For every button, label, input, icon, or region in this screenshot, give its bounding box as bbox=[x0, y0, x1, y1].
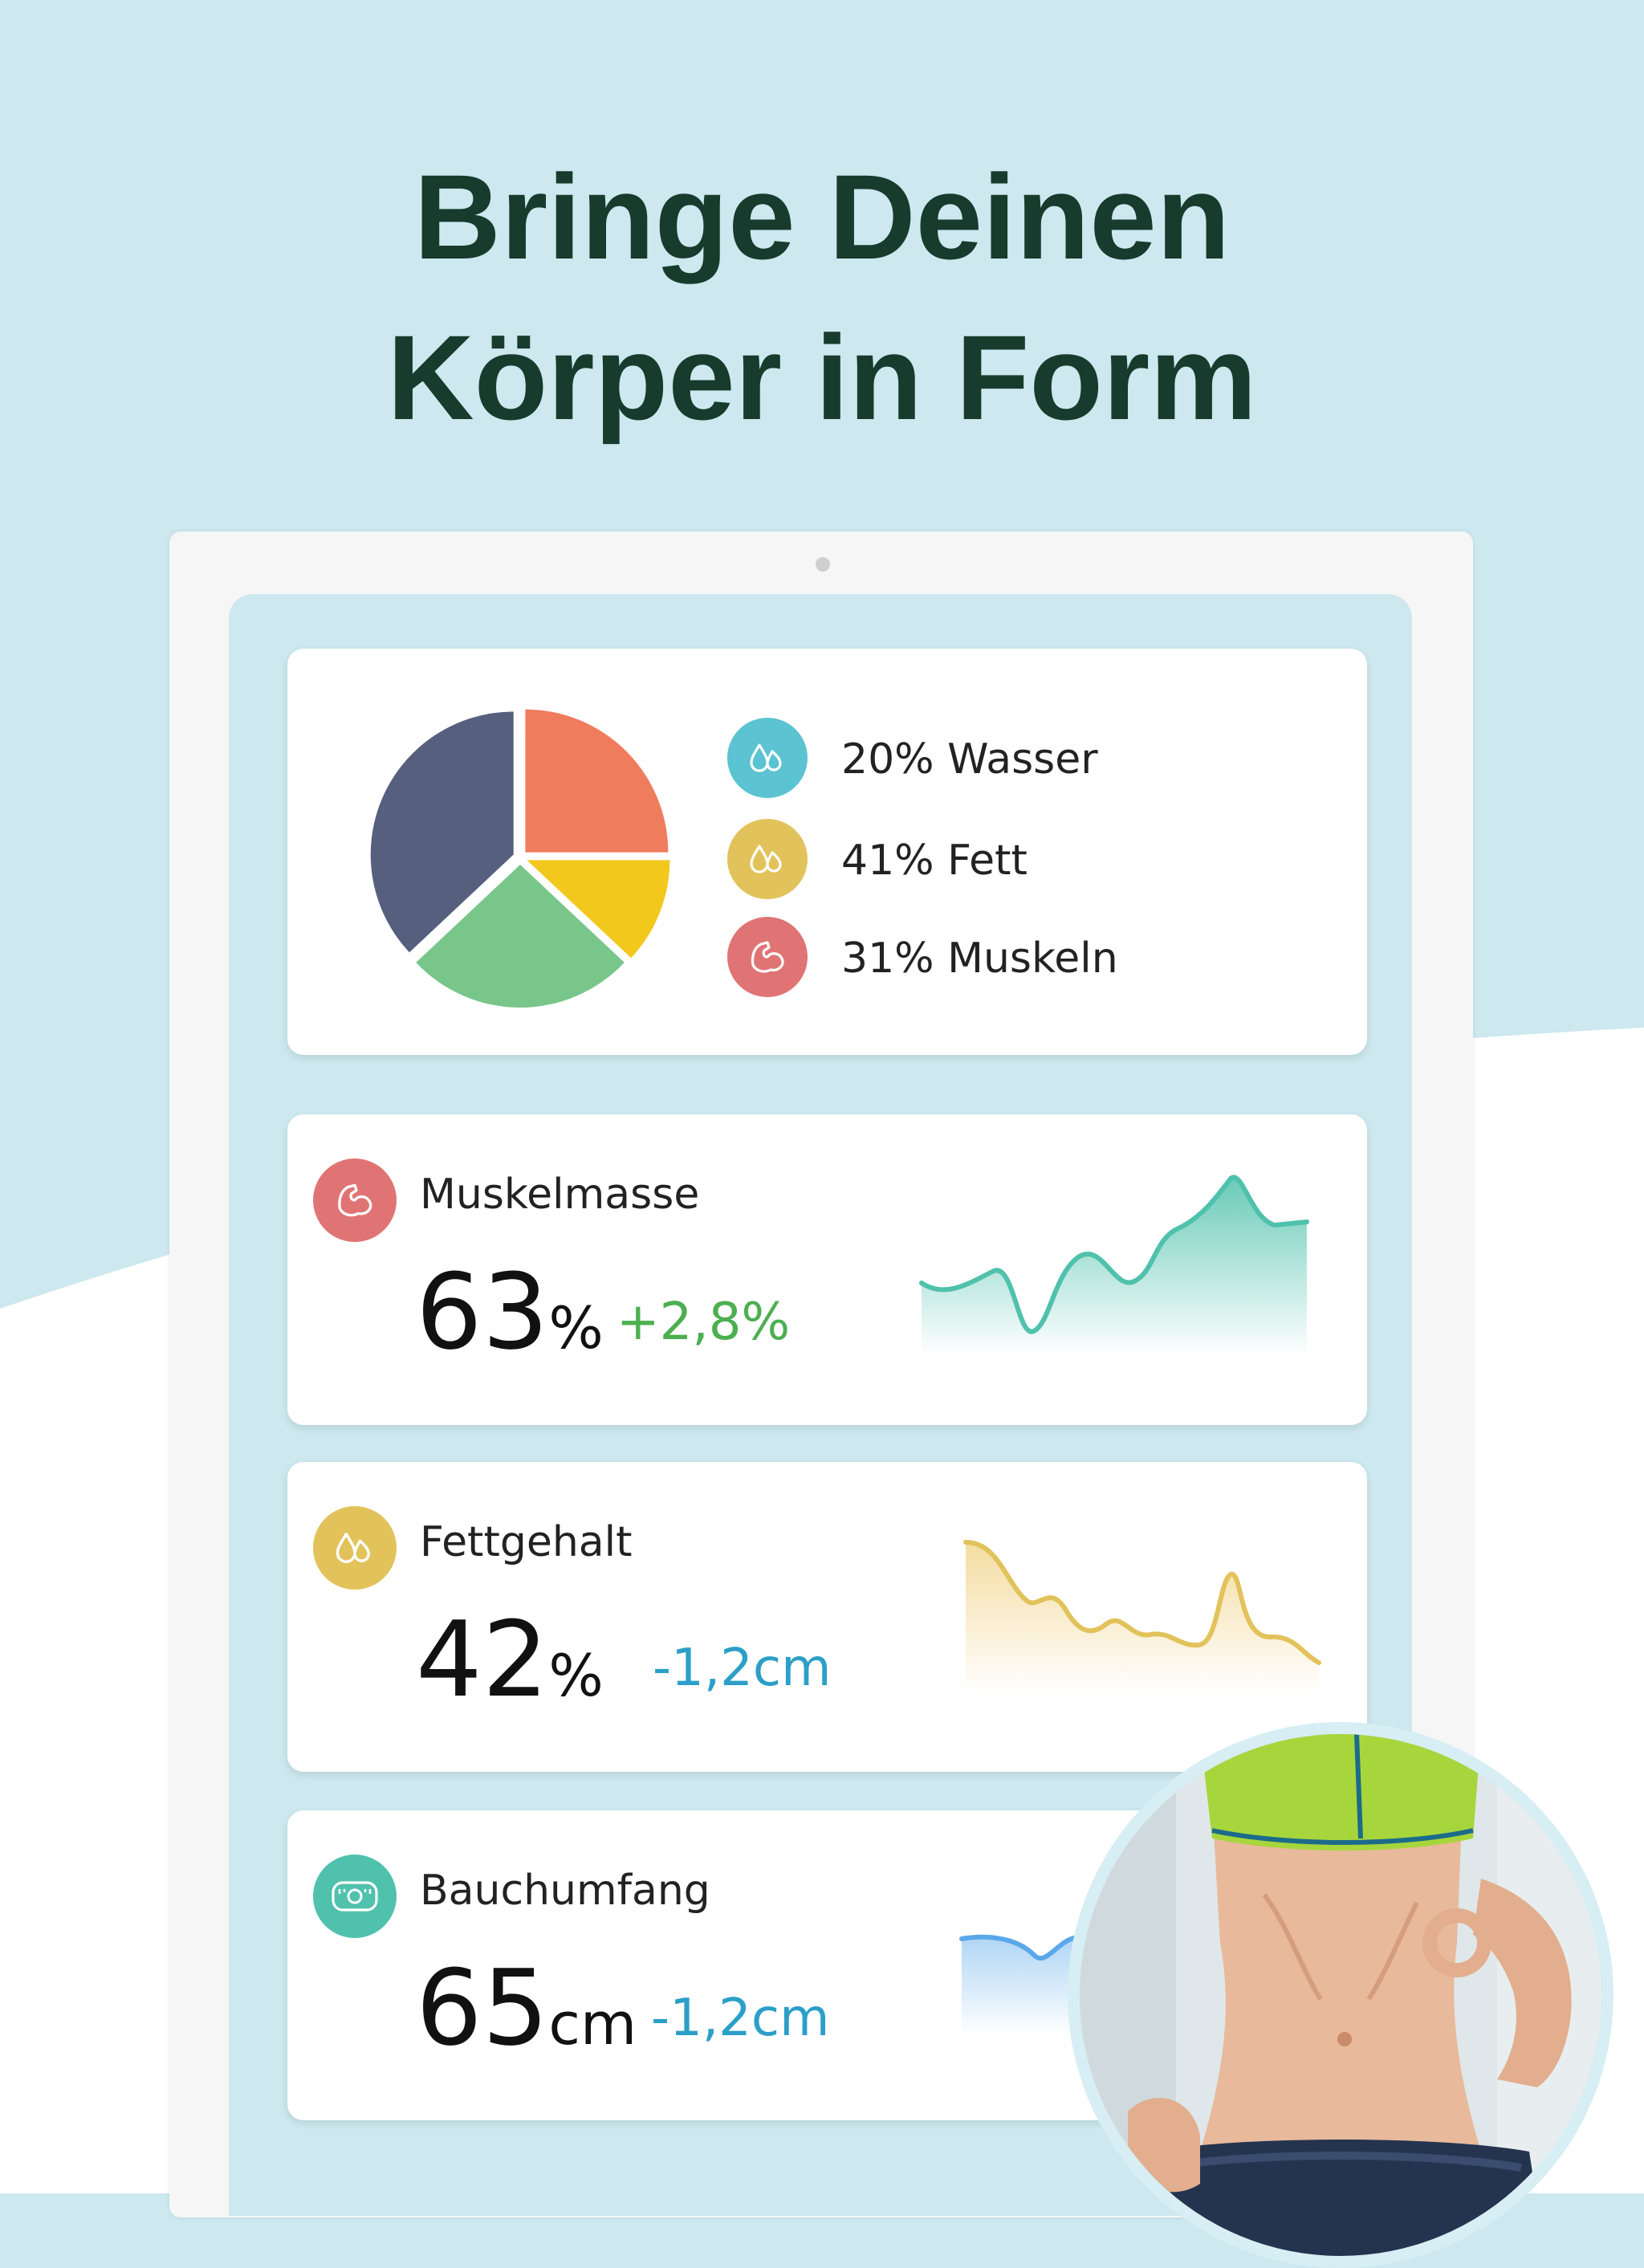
water-drop-icon bbox=[727, 718, 808, 798]
pie-slice-0 bbox=[525, 709, 669, 853]
composition-pie-chart bbox=[370, 709, 670, 1008]
metric-change: -1,2cm bbox=[651, 1989, 830, 2048]
pie-slice-1 bbox=[527, 860, 670, 959]
metric-number: 63 bbox=[416, 1251, 549, 1373]
measuring-tape-icon bbox=[313, 1855, 397, 1938]
metric-number: 42 bbox=[416, 1598, 549, 1720]
metric-unit: cm bbox=[548, 1990, 637, 2058]
metric-change: +2,8% bbox=[616, 1293, 791, 1352]
fat-content-sparkline bbox=[963, 1540, 1321, 1695]
headline-line-2: Körper in Form bbox=[387, 310, 1257, 445]
metric-value: 42% bbox=[416, 1598, 604, 1720]
metric-unit: % bbox=[548, 1642, 604, 1709]
legend-label-muscle: 31% Muskeln bbox=[841, 934, 1118, 983]
pie-slice-2 bbox=[416, 865, 625, 1008]
tablet-camera bbox=[816, 557, 830, 572]
metric-change: -1,2cm bbox=[653, 1639, 832, 1698]
metric-value: 65cm bbox=[416, 1947, 637, 2069]
metric-title: Muskelmasse bbox=[420, 1171, 700, 1219]
metric-number: 65 bbox=[416, 1947, 549, 2069]
fat-drop-icon bbox=[313, 1506, 397, 1590]
body-composition-card[interactable]: 20% Wasser 41% Fett 31% Muskeln bbox=[287, 649, 1367, 1055]
metric-title: Fettgehalt bbox=[420, 1518, 633, 1566]
headline: Bringe Deinen Körper in Form bbox=[0, 136, 1644, 458]
muscle-icon bbox=[727, 917, 808, 997]
pie-slice-3 bbox=[370, 711, 514, 953]
slim-waist-photo bbox=[1080, 1734, 1601, 2256]
metric-card-fat-content[interactable]: Fettgehalt 42% -1,2cm bbox=[287, 1462, 1367, 1772]
muscle-icon bbox=[313, 1158, 397, 1242]
muscle-mass-sparkline bbox=[919, 1175, 1309, 1355]
headline-line-1: Bringe Deinen bbox=[413, 149, 1231, 284]
legend-label-water: 20% Wasser bbox=[841, 735, 1098, 784]
metric-value: 63% bbox=[416, 1251, 604, 1373]
fat-drop-icon bbox=[727, 819, 808, 899]
legend-label-fat: 41% Fett bbox=[841, 837, 1028, 885]
metric-title: Bauchumfang bbox=[420, 1867, 710, 1915]
metric-unit: % bbox=[548, 1294, 604, 1362]
metric-card-muscle-mass[interactable]: Muskelmasse 63% +2,8% bbox=[287, 1114, 1367, 1425]
